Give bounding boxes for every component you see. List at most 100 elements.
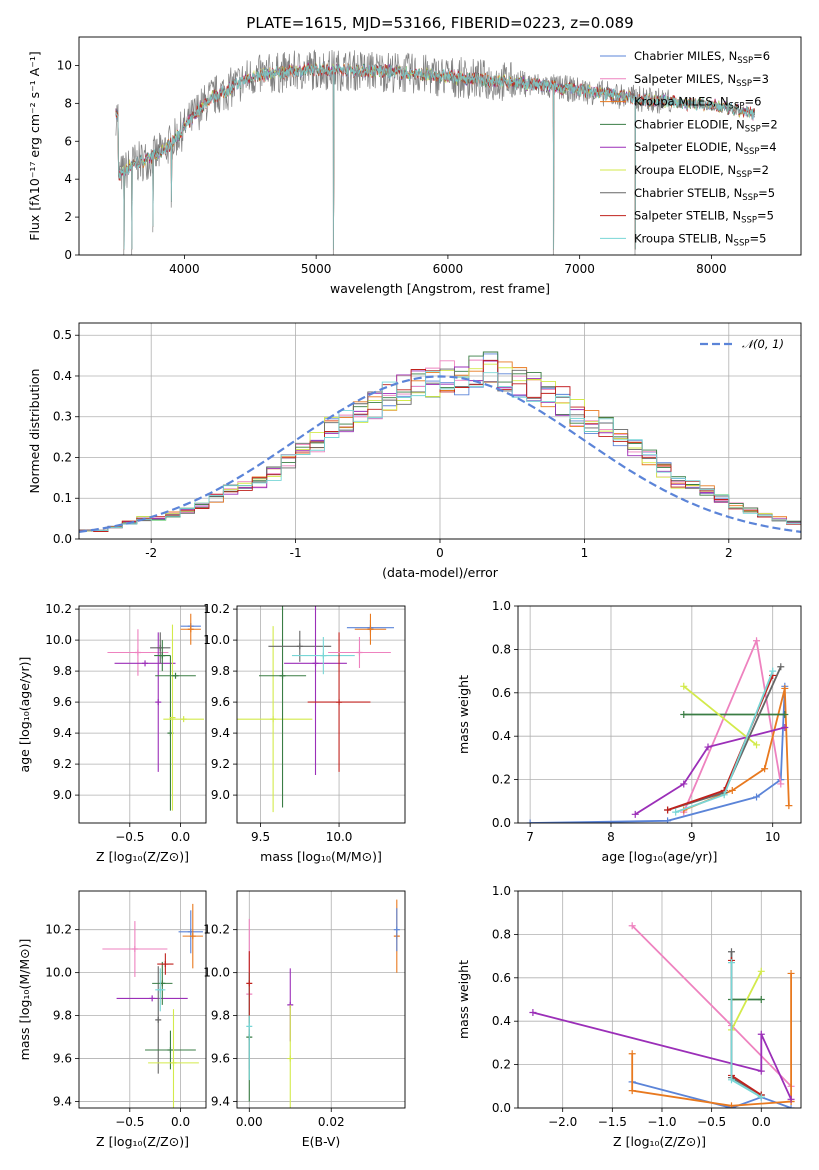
data-point <box>155 968 166 1012</box>
y-tick-label: 0.5 <box>53 328 72 342</box>
weight-point-marker <box>727 1102 735 1108</box>
spectrum-data-line <box>115 49 755 255</box>
mass-vs-ebv-panel: 0.00 0.02 9.4 9.6 9.8 10.0 10.2 E(B-V) <box>203 890 406 1149</box>
x-tick-label: 6000 <box>433 262 464 276</box>
y-tick-label: 9.4 <box>211 726 230 740</box>
weight-point-marker <box>664 817 672 823</box>
weight-point-marker <box>526 819 534 823</box>
histogram-step-line <box>79 359 801 532</box>
x-axis-label: age [log₁₀(age/yr)] <box>602 849 718 864</box>
y-tick-label: 9.4 <box>211 1095 230 1109</box>
point-marker <box>167 1046 174 1053</box>
data-point <box>150 632 171 664</box>
x-tick-label: 9.5 <box>251 830 270 844</box>
data-point <box>287 1004 294 1108</box>
x-axis-label: Z [log₁₀(Z/Z⊙)] <box>96 849 189 864</box>
weight-point-marker <box>753 793 761 801</box>
point-marker <box>180 716 187 723</box>
weight-point-marker <box>753 741 761 749</box>
mass-vs-ebv-plot-area <box>246 899 400 1108</box>
y-tick-label: 9.2 <box>211 757 230 771</box>
data-point <box>154 640 171 672</box>
y-tick-label: 10.2 <box>203 923 230 937</box>
x-tick-label: 7 <box>526 830 534 844</box>
weight-vs-age-panel: 7 8 9 10 0.0 0.2 0.4 0.6 0.8 1.0 age [log₁₀(age/yr… <box>456 599 802 864</box>
y-tick-label: 9.4 <box>53 1095 72 1109</box>
data-point <box>145 1030 196 1070</box>
y-axis-label: mass [log₁₀(M/M⊙)] <box>17 939 32 1061</box>
x-tick-label: −0.5 <box>115 830 144 844</box>
y-tick-label: 0.6 <box>492 971 511 985</box>
point-marker <box>187 626 194 633</box>
legend-entry: Kroupa MILES, NSSP=6 <box>634 95 761 112</box>
y-tick-label: 9.6 <box>53 1052 72 1066</box>
data-point <box>163 716 204 723</box>
data-point <box>284 606 347 775</box>
y-tick-label: 9.8 <box>53 664 72 678</box>
weight-point-marker <box>787 1095 795 1103</box>
y-tick-label: 10 <box>57 58 72 72</box>
y-tick-label: 0.1 <box>53 491 72 505</box>
age-vs-mass-plot-area <box>237 606 395 813</box>
point-marker <box>172 672 179 679</box>
x-tick-label: 0.00 <box>236 1115 263 1129</box>
weight-point-marker <box>757 996 765 1003</box>
x-tick-label: 0.02 <box>318 1115 345 1129</box>
x-axis-label: wavelength [Angstrom, rest frame] <box>330 281 550 296</box>
y-tick-label: 2 <box>64 210 72 224</box>
data-point <box>114 660 176 667</box>
x-tick-label: 7000 <box>564 262 595 276</box>
point-marker <box>246 1023 253 1030</box>
x-tick-label: 0.0 <box>752 1115 771 1129</box>
y-tick-label: 6 <box>64 134 72 148</box>
weight-point-marker <box>781 724 789 732</box>
weight-point-marker <box>769 667 777 675</box>
y-axis-label: Normed distribution <box>27 369 42 494</box>
weight-series-line <box>730 951 762 1096</box>
data-point <box>393 908 400 952</box>
y-tick-label: 0 <box>64 248 72 262</box>
point-marker <box>320 652 327 659</box>
data-point <box>116 995 188 1002</box>
weight-point-marker <box>704 743 712 751</box>
y-tick-label: 0.4 <box>492 729 511 743</box>
legend-entry: Kroupa ELODIE, NSSP=2 <box>634 163 769 180</box>
x-tick-label: -1 <box>290 546 302 560</box>
x-axis-label: Z [log₁₀(Z/Z⊙)] <box>613 1134 706 1149</box>
point-marker <box>162 961 169 968</box>
weight-point-marker <box>761 765 769 773</box>
axes-frame <box>78 322 802 540</box>
axes-frame <box>78 36 802 256</box>
x-tick-label: 8000 <box>696 262 727 276</box>
point-marker <box>279 672 286 679</box>
weight-point-marker <box>631 810 639 818</box>
y-tick-label: 9.8 <box>53 1009 72 1023</box>
y-tick-label: 9.0 <box>211 788 230 802</box>
y-tick-label: 10.2 <box>45 602 72 616</box>
weight-vs-Z-panel: −2.0 −1.5 −1.0 −0.5 0.0 0.0 0.2 0.4 0.6 0.8 1.0 Z [… <box>456 884 802 1149</box>
x-tick-label: 5000 <box>301 262 332 276</box>
data-point <box>182 903 203 969</box>
data-point <box>258 606 307 808</box>
y-tick-label: 9.6 <box>53 695 72 709</box>
y-tick-label: 10.0 <box>45 633 72 647</box>
axes-frame <box>517 890 802 1109</box>
point-marker <box>393 926 400 933</box>
x-axis-label: Z [log₁₀(Z/Z⊙)] <box>96 1134 189 1149</box>
point-marker <box>367 626 374 633</box>
x-tick-label: 10 <box>765 830 780 844</box>
legend-entry: Chabrier MILES, NSSP=6 <box>634 49 770 66</box>
point-marker <box>189 933 196 940</box>
data-point <box>152 961 173 1005</box>
weight-point-marker <box>753 637 761 645</box>
y-axis-label: age [log₁₀(age/yr)] <box>17 657 32 773</box>
residual-histogram-plot-area <box>79 351 801 533</box>
legend-entry: 𝒩(0, 1) <box>742 337 784 351</box>
histogram-step-line <box>79 370 801 532</box>
y-tick-label: 0.8 <box>492 927 511 941</box>
data-point <box>178 910 203 954</box>
y-tick-label: 0.2 <box>492 1058 511 1072</box>
point-marker <box>149 995 156 1002</box>
data-point <box>155 966 162 1074</box>
x-tick-label: −0.5 <box>697 1115 726 1129</box>
